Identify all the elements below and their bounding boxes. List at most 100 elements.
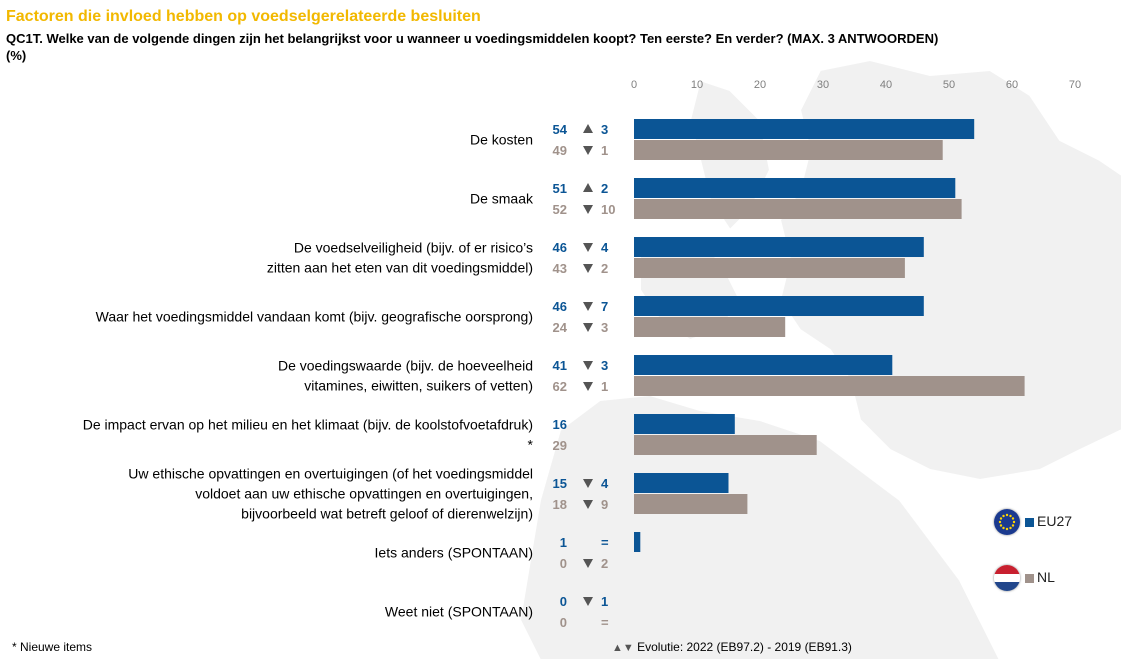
evolution-value-nl: 3	[601, 320, 608, 335]
value-label-nl: 18	[553, 497, 567, 512]
category-label: vitamines, eiwitten, suikers of vetten)	[304, 378, 533, 394]
arrow-down-icon	[583, 479, 593, 488]
arrow-down-icon	[583, 361, 593, 370]
category-label: De kosten	[470, 132, 533, 148]
bar-nl	[634, 435, 817, 455]
category-label: Uw ethische opvattingen en overtuigingen…	[128, 466, 533, 482]
bar-eu27	[634, 178, 956, 198]
arrow-up-icon	[583, 183, 593, 192]
bar-eu27	[634, 473, 729, 493]
bar-eu27	[634, 414, 735, 434]
nl-flag-icon	[994, 565, 1020, 591]
chart-title: Factoren die invloed hebben op voedselge…	[6, 8, 481, 25]
chart-subtitle: QC1T. Welke van de volgende dingen zijn …	[6, 31, 939, 46]
value-label-eu27: 41	[553, 358, 567, 373]
evolution-value-eu27: 3	[601, 122, 608, 137]
arrow-down-icon	[583, 302, 593, 311]
category-label: Iets anders (SPONTAAN)	[375, 545, 533, 561]
evolution-value-nl: 10	[601, 202, 615, 217]
category-label: Weet niet (SPONTAAN)	[385, 604, 533, 620]
arrow-down-icon	[583, 243, 593, 252]
bar-nl	[634, 376, 1025, 396]
category-label: Waar het voedingsmiddel vandaan komt (bi…	[96, 309, 533, 325]
evolution-value-nl: 1	[601, 379, 608, 394]
category-label: De voedselveiligheid (bijv. of er risico…	[294, 240, 533, 256]
bar-nl	[634, 140, 943, 160]
legend-item-eu27: EU27	[994, 509, 1104, 537]
value-label-eu27: 1	[560, 535, 567, 550]
x-tick-label: 30	[817, 79, 829, 91]
value-label-eu27: 15	[553, 476, 567, 491]
evolution-value-eu27: =	[601, 535, 609, 550]
unit-label: (%)	[6, 48, 27, 63]
value-label-nl: 49	[553, 143, 567, 158]
arrow-down-icon	[583, 146, 593, 155]
evolution-value-eu27: 4	[601, 476, 609, 491]
value-label-nl: 62	[553, 379, 567, 394]
legend-label-eu27: EU27	[1037, 513, 1073, 529]
value-label-eu27: 46	[553, 299, 567, 314]
value-label-nl: 29	[553, 438, 567, 453]
value-label-eu27: 51	[553, 181, 567, 196]
legend-item-nl: NL	[994, 565, 1104, 593]
arrow-up-icon	[583, 124, 593, 133]
bar-nl	[634, 317, 786, 337]
category-label: De smaak	[470, 191, 534, 207]
bar-eu27	[634, 532, 641, 552]
evolution-value-eu27: 7	[601, 299, 608, 314]
evolution-value-eu27: 3	[601, 358, 608, 373]
legend-swatch-nl	[1025, 574, 1034, 583]
evolution-value-nl: 2	[601, 556, 608, 571]
legend-swatch-eu27	[1025, 518, 1034, 527]
x-tick-label: 70	[1069, 79, 1081, 91]
x-tick-label: 10	[691, 79, 703, 91]
arrow-down-icon	[583, 205, 593, 214]
value-label-nl: 43	[553, 261, 567, 276]
category-label: voldoet aan uw ethische opvattingen en o…	[195, 486, 533, 502]
bar-nl	[634, 258, 905, 278]
arrow-down-icon	[583, 559, 593, 568]
bar-nl	[634, 199, 962, 219]
x-tick-label: 0	[631, 79, 637, 91]
value-label-nl: 24	[553, 320, 568, 335]
value-label-nl: 0	[560, 615, 567, 630]
evolution-value-nl: =	[601, 615, 609, 630]
x-tick-label: 40	[880, 79, 892, 91]
x-tick-label: 60	[1006, 79, 1018, 91]
eu-flag-icon	[994, 509, 1020, 535]
bar-eu27	[634, 119, 975, 139]
category-label: *	[528, 437, 534, 453]
arrow-down-icon	[583, 597, 593, 606]
category-label: bijvoorbeeld wat betreft geloof of diere…	[241, 506, 533, 522]
arrow-down-icon	[583, 382, 593, 391]
footnote: * Nieuwe items	[12, 640, 93, 654]
evolution-value-eu27: 1	[601, 594, 608, 609]
value-label-nl: 52	[553, 202, 567, 217]
arrow-down-icon	[583, 264, 593, 273]
bar-nl	[634, 494, 748, 514]
bar-eu27	[634, 237, 924, 257]
arrow-down-icon	[583, 323, 593, 332]
category-label: De impact ervan op het milieu en het kli…	[83, 417, 533, 433]
bar-eu27	[634, 355, 893, 375]
category-label: De voedingswaarde (bijv. de hoeveelheid	[278, 358, 533, 374]
bar-eu27	[634, 296, 924, 316]
legend-label-nl: NL	[1037, 569, 1055, 585]
evolution-value-nl: 1	[601, 143, 608, 158]
evolution-note: ▲▼ Evolutie: 2022 (EB97.2) - 2019 (EB91.…	[612, 640, 852, 654]
value-label-eu27: 0	[560, 594, 567, 609]
category-label: zitten aan het eten van dit voedingsmidd…	[267, 260, 533, 276]
arrow-down-icon	[583, 500, 593, 509]
evolution-value-eu27: 4	[601, 240, 609, 255]
evolution-value-nl: 9	[601, 497, 608, 512]
value-label-nl: 0	[560, 556, 567, 571]
value-label-eu27: 16	[553, 417, 567, 432]
evolution-arrows-icon: ▲▼	[612, 642, 634, 654]
evolution-value-eu27: 2	[601, 181, 608, 196]
x-tick-label: 20	[754, 79, 766, 91]
evolution-value-nl: 2	[601, 261, 608, 276]
evolution-label: Evolutie: 2022 (EB97.2) - 2019 (EB91.3)	[637, 640, 852, 654]
value-label-eu27: 46	[553, 240, 567, 255]
value-label-eu27: 54	[553, 122, 568, 137]
